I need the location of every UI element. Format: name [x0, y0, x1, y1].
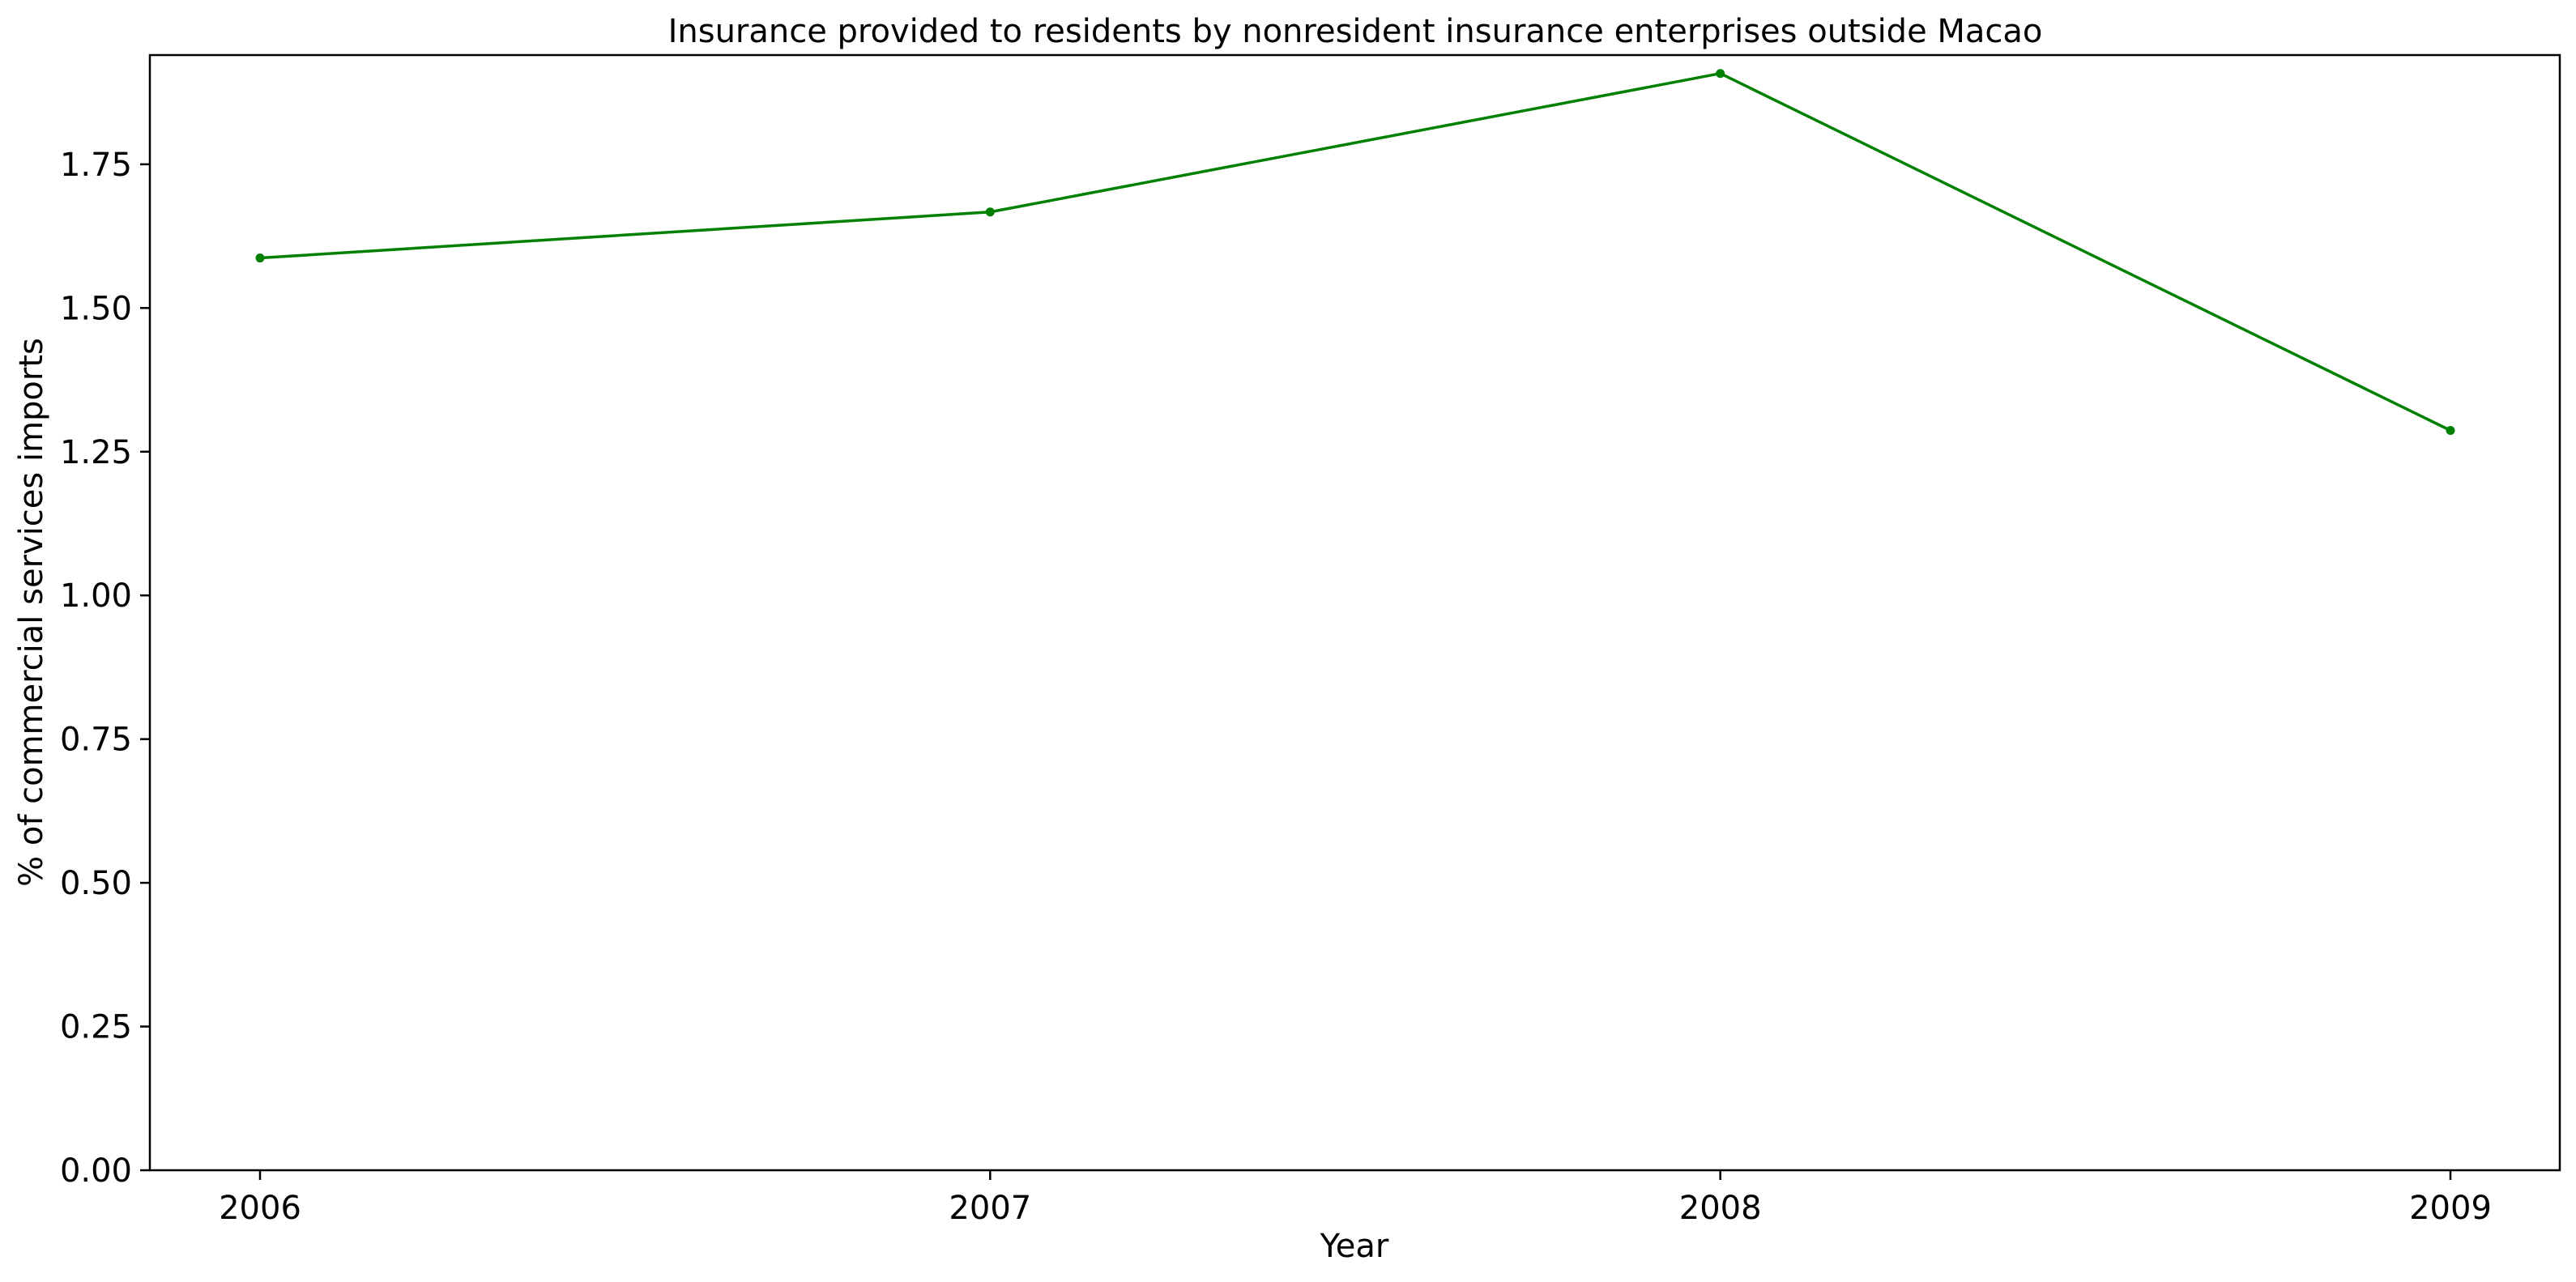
y-axis: 0.00 0.25 0.50 0.75 1.00 1.25 1.50 1.75 — [60, 147, 150, 1190]
x-tick-label: 2008 — [1679, 1190, 1762, 1227]
x-axis-title: Year — [1320, 1228, 1389, 1265]
plot-area-frame — [148, 53, 2561, 1172]
y-tick-label: 0.50 — [60, 865, 132, 902]
data-point — [985, 207, 995, 217]
y-tick-label: 1.50 — [60, 290, 132, 327]
y-tick-label: 1.75 — [60, 147, 132, 184]
x-tick-label: 2006 — [219, 1190, 301, 1227]
x-tick-label: 2009 — [2409, 1190, 2492, 1227]
data-point — [255, 253, 265, 263]
data-point — [1716, 69, 1725, 79]
x-axis: 2006 2007 2008 2009 — [219, 1170, 2492, 1227]
y-tick-label: 0.00 — [60, 1152, 132, 1190]
y-tick-label: 0.25 — [60, 1009, 132, 1046]
y-axis-title: % of commercial services imports — [13, 338, 50, 887]
chart-title: Insurance provided to residents by nonre… — [668, 13, 2043, 50]
series-layer — [255, 69, 2455, 435]
series-line — [259, 71, 2451, 432]
data-point — [2446, 425, 2455, 435]
y-tick-label: 1.25 — [60, 434, 132, 471]
y-tick-label: 0.75 — [60, 722, 132, 759]
x-tick-label: 2007 — [949, 1190, 1031, 1227]
y-tick-label: 1.00 — [60, 577, 132, 615]
